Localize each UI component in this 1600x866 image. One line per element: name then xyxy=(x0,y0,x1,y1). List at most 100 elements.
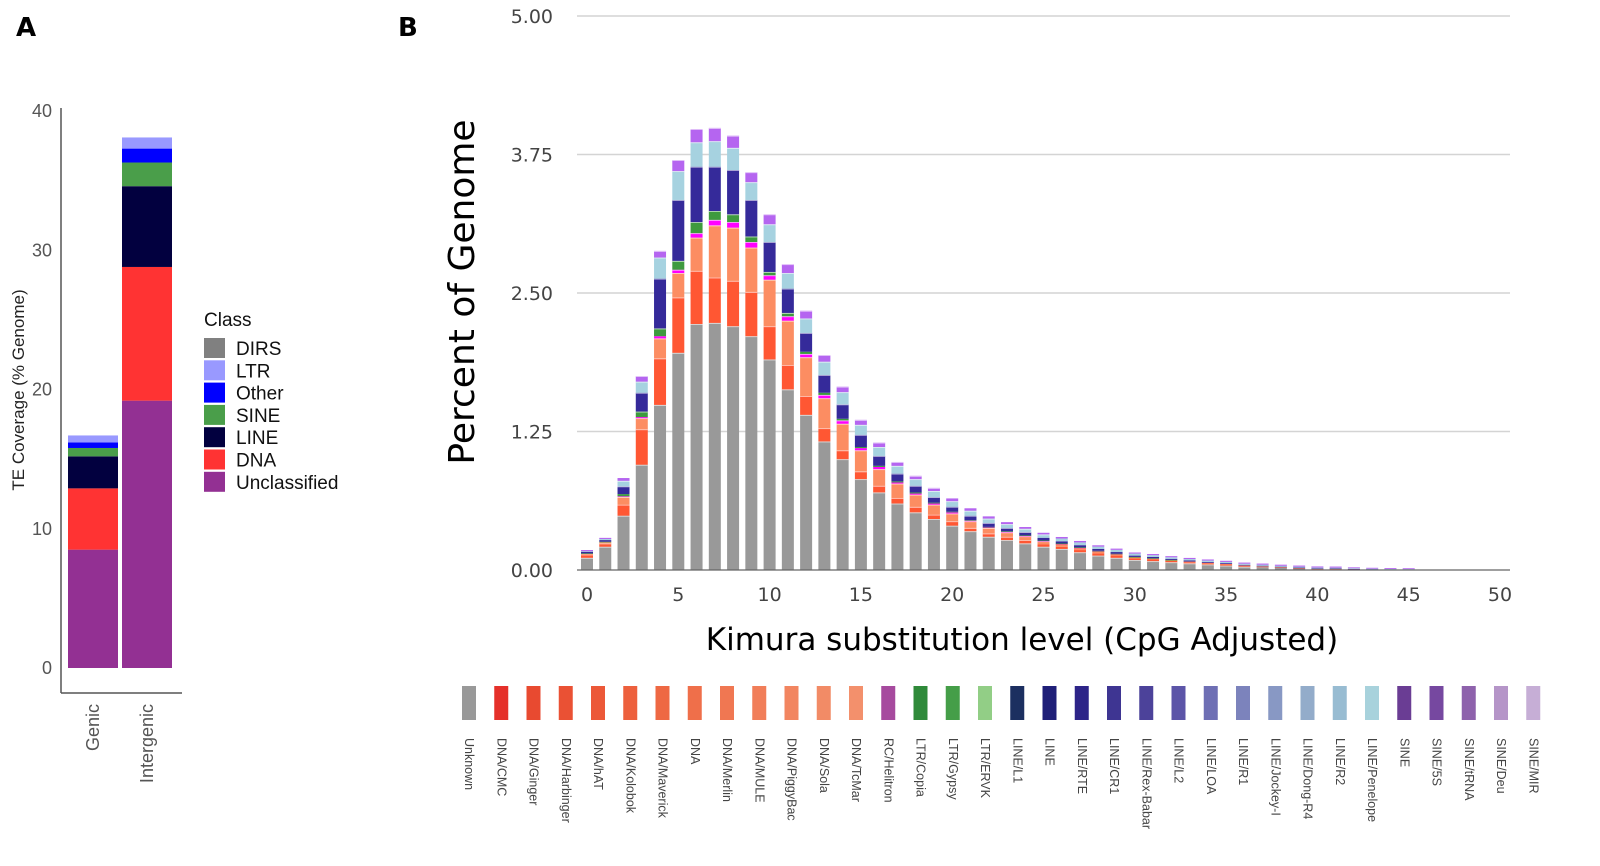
panel-b-bar-segment-rc xyxy=(635,417,648,419)
panel-b-legend-swatch xyxy=(1139,686,1154,720)
panel-b-bar-segment-sine xyxy=(800,310,813,319)
panel-b-bar-segment-line-light xyxy=(1037,534,1050,538)
panel-b-bar-segment-line-dark xyxy=(873,455,886,466)
panel-b-bar-segment-dna-dark xyxy=(836,450,849,460)
panel-b-legend-swatch xyxy=(945,686,960,720)
panel-b-legend-swatch xyxy=(1171,686,1186,720)
panel-b-bar-segment-dna-dark xyxy=(581,554,593,558)
panel-b-bar-segment-dna-light xyxy=(745,247,758,292)
panel-b-legend-label: LINE/Penelope xyxy=(1365,738,1379,822)
panel-b-legend-swatch xyxy=(1042,686,1057,720)
panel-b-bar-segment-ltr xyxy=(654,328,667,337)
panel-b-bar-segment-unknown xyxy=(964,531,977,570)
panel-a-legend-label: SINE xyxy=(236,406,280,427)
panel-b-legend-swatch xyxy=(687,686,702,720)
panel-b-bar-segment-ltr xyxy=(635,411,648,418)
panel-b-bar-segment-unknown xyxy=(708,322,721,570)
panel-b-bar-segment-line-dark xyxy=(1000,528,1013,532)
panel-b-bar-segment-sine xyxy=(727,135,740,148)
panel-b-bar-segment-line-dark xyxy=(891,473,904,482)
panel-b-bar-segment-unknown xyxy=(800,414,813,570)
panel-b-bar-segment-line-dark xyxy=(1092,548,1105,551)
panel-b-bar-segment-ltr xyxy=(873,465,886,467)
panel-b-bar-segment-line-light xyxy=(1238,563,1251,565)
panel-b-bar-segment-line-light xyxy=(1000,524,1013,529)
panel-b-bar-segment-ltr xyxy=(708,211,721,220)
panel-b-bar-segment-sine xyxy=(964,508,977,511)
panel-b-bar-segment-sine xyxy=(708,127,721,142)
panel-b-bar-segment-unknown xyxy=(1128,560,1141,570)
panel-b-legend-label: SINE/MIR xyxy=(1526,738,1540,794)
panel-a-legend-label: Unclassified xyxy=(236,473,338,494)
panel-b-bar-segment-sine xyxy=(1384,568,1397,570)
panel-b-bar-segment-line-dark xyxy=(672,199,685,261)
panel-b-bar-segment-dna-light xyxy=(781,320,794,366)
panel-b-bar-segment-line-dark xyxy=(946,506,959,512)
panel-b-bar-segment-dna-dark xyxy=(672,297,685,353)
panel-b-bar-segment-dna-dark xyxy=(654,358,667,405)
panel-b-bar-segment-sine xyxy=(1220,560,1233,562)
panel-b-bar-segment-line-light xyxy=(836,392,849,405)
panel-b-bar-segment-sine xyxy=(672,160,685,172)
panel-b-bar-segment-line-dark xyxy=(781,288,794,313)
panel-b-bar-segment-sine xyxy=(1293,565,1306,567)
panel-b-y-axis-title: Percent of Genome xyxy=(442,119,483,464)
panel-a-x-category-label: Genic xyxy=(83,704,103,751)
panel-b-bar-segment-dna-light xyxy=(818,398,831,429)
panel-a-bar-segment-other xyxy=(68,442,118,448)
panel-a-legend-swatch xyxy=(204,382,225,403)
panel-b-bar-segment-sine xyxy=(1037,532,1050,535)
panel-a-bar-segment-unclassified xyxy=(122,400,172,668)
panel-b-bar-segment-dna-light xyxy=(727,227,740,281)
panel-b-bar-segment-line-light xyxy=(800,318,813,333)
panel-b-bar-segment-sine xyxy=(690,129,703,143)
panel-b-bar-segment-unknown xyxy=(873,492,886,570)
panel-b-x-tick-label: 10 xyxy=(758,584,782,606)
panel-b-bar-segment-sine xyxy=(1165,556,1178,558)
panel-b-bar-segment-sine xyxy=(1000,522,1013,525)
panel-b-legend-swatch xyxy=(655,686,670,720)
panel-b-bar-segment-sine xyxy=(946,498,959,502)
panel-b-bar-segment-ltr xyxy=(946,511,959,513)
panel-b-bar-segment-dna-dark xyxy=(690,270,703,325)
panel-b-bar-segment-rc xyxy=(873,466,886,470)
panel-a-bar-segment-sine xyxy=(68,447,118,457)
panel-b-bar-segment-line-dark xyxy=(727,170,740,215)
panel-b-bar-segment-ltr xyxy=(836,418,849,421)
panel-b-bar-segment-sine xyxy=(1238,562,1251,564)
panel-b-bar-segment-line-light xyxy=(617,480,630,487)
panel-b-y-tick-label: 5.00 xyxy=(511,6,553,28)
panel-b-bar-segment-dna-dark xyxy=(1055,546,1068,549)
panel-b-bar-segment-ltr xyxy=(1110,553,1123,555)
panel-b-bar-segment-line-light xyxy=(1074,542,1087,546)
panel-b-legend-swatch xyxy=(1203,686,1218,720)
panel-b-bar-segment-dna-light xyxy=(1220,564,1233,565)
panel-b-bar-segment-line-dark xyxy=(927,497,940,503)
panel-b-legend-label: DNA/Harbinger xyxy=(559,738,573,823)
panel-b-bar-segment-line-dark xyxy=(599,540,612,542)
panel-b-bar-segment-line-light xyxy=(635,381,648,393)
panel-b-legend-swatch xyxy=(1268,686,1283,720)
panel-b-legend-label: DNA/PiggyBac xyxy=(785,738,799,821)
panel-b-bar-segment-dna-light xyxy=(654,338,667,359)
panel-b-bar-segment-sine xyxy=(1402,568,1415,570)
panel-b-bar-segment-sine xyxy=(891,461,904,466)
panel-b-bar-segment-unknown xyxy=(581,557,593,570)
panel-b-bar-segment-unknown xyxy=(1238,566,1251,570)
panel-b-legend-label: LTR/ERVK xyxy=(978,738,992,799)
panel-b-bar-segment-sine xyxy=(599,537,612,539)
panel-b-bar-segment-rc xyxy=(654,336,667,339)
panel-b-bar-segment-dna-light xyxy=(1238,565,1251,567)
panel-b-legend-label: LINE/R1 xyxy=(1236,738,1250,785)
panel-b-bar-segment-dna-light xyxy=(1074,547,1087,551)
panel-b-bar-segment-dna-dark xyxy=(745,291,758,337)
panel-b-bar-segment-unknown xyxy=(727,326,740,570)
panel-b-bar-segment-ltr xyxy=(1019,535,1032,537)
panel-b-legend-label: LINE xyxy=(1043,738,1057,766)
panel-b-bar-segment-line-light xyxy=(1183,559,1196,561)
panel-b-bar-segment-ltr xyxy=(1074,547,1087,548)
panel-b-legend-label: DNA/TcMar xyxy=(849,738,863,802)
panel-b-bar-segment-line-dark xyxy=(1037,537,1050,541)
panel-b-bar-segment-dna-dark xyxy=(982,533,995,537)
panel-b-bar-segment-ltr xyxy=(617,494,630,497)
